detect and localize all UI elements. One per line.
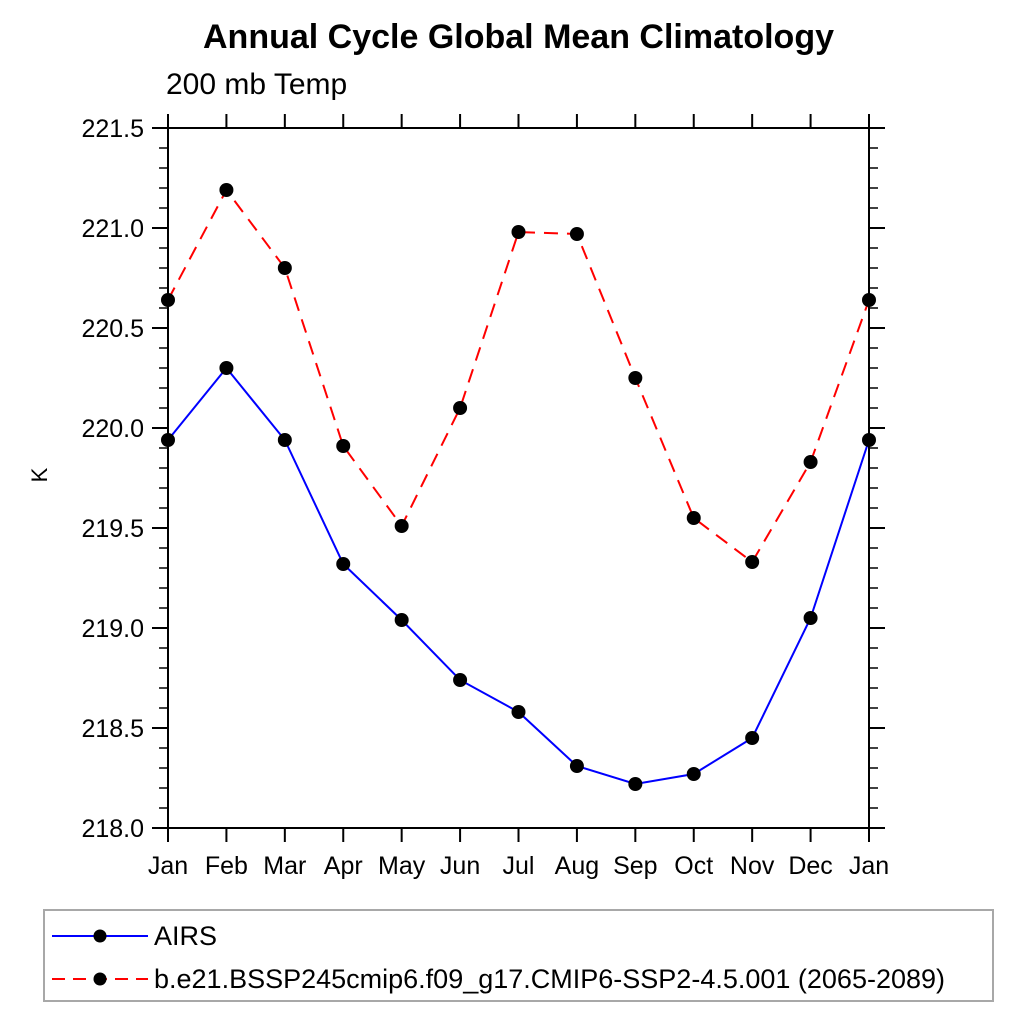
x-axis-tick-label: Jun: [440, 852, 480, 880]
data-point-marker-0: [453, 673, 468, 687]
legend-marker-icon: [93, 929, 107, 943]
y-axis-tick-label: 220.5: [81, 315, 144, 343]
data-point-marker-0: [219, 361, 234, 375]
y-axis-tick-label: 220.0: [81, 415, 144, 443]
data-point-marker-0: [161, 433, 175, 447]
legend-line-sample-airs: [52, 929, 148, 943]
data-point-marker-0: [628, 777, 643, 791]
data-point-marker-1: [219, 183, 234, 197]
data-point-marker-1: [277, 261, 292, 275]
data-point-marker-0: [394, 613, 409, 627]
data-point-marker-1: [628, 371, 643, 385]
legend-marker-icon: [93, 972, 107, 986]
x-axis-tick-label: Aug: [555, 852, 599, 880]
data-point-marker-0: [511, 705, 526, 719]
x-axis-tick-label: May: [378, 852, 426, 880]
y-axis-tick-label: 221.0: [81, 215, 144, 243]
x-axis-tick-label: Apr: [324, 852, 363, 880]
data-point-marker-0: [336, 557, 351, 571]
y-axis-tick-label: 219.0: [81, 615, 144, 643]
x-axis-tick-label: Oct: [674, 852, 713, 880]
x-axis-tick-label: Feb: [205, 852, 248, 880]
y-axis-tick-label: 219.5: [81, 515, 144, 543]
y-axis-tick-label: 218.0: [81, 815, 144, 843]
data-point-marker-1: [453, 401, 468, 415]
data-point-marker-1: [862, 293, 876, 307]
data-point-marker-0: [862, 433, 876, 447]
x-axis-tick-label: Jul: [503, 852, 535, 880]
legend: AIRS b.e21.BSSP245cmip6.f09_g17.CMIP6-SS…: [43, 909, 994, 1002]
chart-title: Annual Cycle Global Mean Climatology: [203, 18, 834, 56]
data-point-marker-0: [569, 759, 584, 773]
data-point-marker-1: [803, 455, 818, 469]
data-point-marker-0: [686, 767, 701, 781]
data-point-marker-1: [745, 555, 760, 569]
series-line-1: [167, 188, 870, 564]
data-point-marker-1: [686, 511, 701, 525]
x-axis-tick-label: Nov: [730, 852, 775, 880]
data-point-marker-1: [394, 519, 409, 533]
data-point-marker-1: [511, 225, 526, 239]
data-point-marker-1: [569, 227, 584, 241]
x-axis-tick-label: Jan: [148, 852, 188, 880]
x-axis-tick-label: Dec: [788, 852, 832, 880]
chart-subtitle: 200 mb Temp: [166, 68, 348, 101]
chart-plot-area: Jan Feb Mar Apr May Jun Jul Aug Sep Oct Nov Dec Jan2…: [81, 114, 889, 880]
data-point-marker-0: [803, 611, 818, 625]
x-axis-tick-label: Jan: [849, 852, 889, 880]
data-point-marker-1: [336, 439, 351, 453]
x-axis-tick-label: Sep: [613, 852, 657, 880]
y-axis-tick-label: 218.5: [81, 715, 144, 743]
data-point-marker-0: [277, 433, 292, 447]
data-point-marker-0: [745, 731, 760, 745]
x-axis-tick-label: Mar: [263, 852, 306, 880]
data-point-marker-1: [161, 293, 175, 307]
legend-item-model: b.e21.BSSP245cmip6.f09_g17.CMIP6-SSP2-4.…: [50, 961, 945, 997]
series-line-0: [167, 366, 870, 786]
legend-item-airs: AIRS: [50, 918, 217, 954]
legend-label: AIRS: [154, 920, 218, 951]
legend-line-sample-model: [52, 972, 148, 986]
y-axis-tick-label: 221.5: [81, 115, 144, 143]
legend-label: b.e21.BSSP245cmip6.f09_g17.CMIP6-SSP2-4.…: [154, 963, 946, 994]
